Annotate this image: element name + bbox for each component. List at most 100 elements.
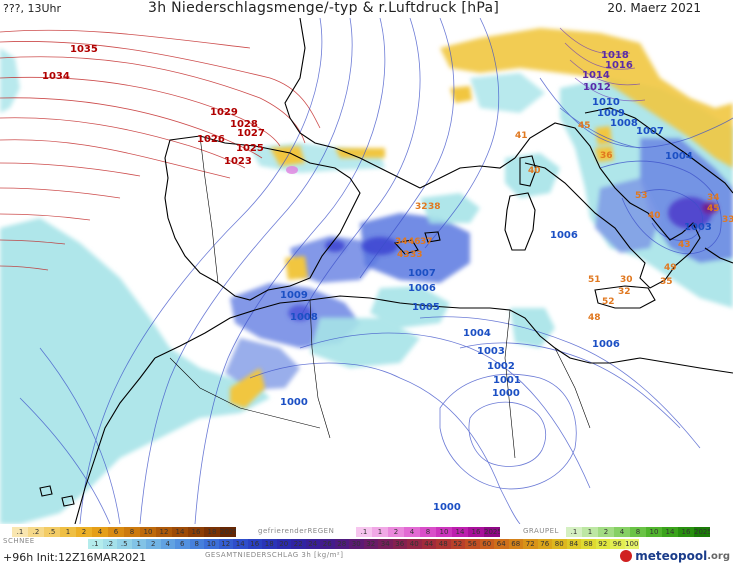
isobar-label: 1035 <box>70 44 98 55</box>
legend-cell: 1 <box>131 539 146 549</box>
legend-cell: 16 <box>468 527 484 537</box>
legend-cell: 6 <box>175 539 190 549</box>
precip-label: 40 <box>528 166 541 176</box>
isobar-label: 1025 <box>236 143 264 154</box>
precip-label: 41 <box>515 131 528 141</box>
legend-cell: 56 <box>465 539 480 549</box>
legend-cell: 64 <box>494 539 509 549</box>
legend-cell: 14 <box>233 539 248 549</box>
legend-cell: 10 <box>140 527 156 537</box>
precip-label: 38 <box>428 202 441 212</box>
legend-cell: 32 <box>363 539 378 549</box>
legend-cell: 76 <box>537 539 552 549</box>
legend-cell: .1 <box>566 527 582 537</box>
legend-cell: 30 <box>349 539 364 549</box>
legend-cell: 96 <box>610 539 625 549</box>
isobar-label: 1014 <box>582 70 610 81</box>
legend-cell: 2 <box>146 539 161 549</box>
legend-cell: 2 <box>76 527 92 537</box>
isobars-north <box>559 27 646 102</box>
legend-cell: 1 <box>60 527 76 537</box>
isobar-label: 1012 <box>583 82 611 93</box>
legend-cell: 36 <box>392 539 407 549</box>
isobar-label: 1026 <box>197 134 225 145</box>
legend-cell: 16 <box>188 527 204 537</box>
legend-cell: 20 <box>276 539 291 549</box>
legend-cell: 8 <box>124 527 140 537</box>
legend-cell: 2025+ <box>694 527 710 537</box>
legend-cell: 10 <box>436 527 452 537</box>
brand-name: meteopool <box>635 549 708 563</box>
coastlines <box>39 18 733 524</box>
isobar-label: 1003 <box>477 346 505 357</box>
precip-label: 36 <box>600 151 613 161</box>
precip-label: 46 <box>408 237 421 247</box>
precip-label: 43 <box>397 250 410 260</box>
weather-map: 1035 1034 1029 1028 1027 1026 1025 1023 … <box>0 18 733 524</box>
legend-cell: 2025+ <box>484 527 500 537</box>
isobar-label: 1006 <box>550 230 578 241</box>
isobar-label: 1008 <box>610 118 638 129</box>
brand-logo[interactable]: meteopool .org <box>620 549 730 563</box>
isobar-label: 1016 <box>605 60 633 71</box>
legend-cell: 100 <box>624 539 639 549</box>
legend-cell: 68 <box>508 539 523 549</box>
precip-label: 34 <box>395 237 408 247</box>
precip-label: 32 <box>415 202 428 212</box>
freezing-rain-spot <box>286 166 298 174</box>
precip-label: 45 <box>578 121 591 131</box>
legend-cell: 10 <box>204 539 219 549</box>
precip-label: 34 <box>707 193 720 203</box>
legend-cell: 14 <box>662 527 678 537</box>
legend-freezing-rain-label: gefrierenderREGEN <box>258 527 335 535</box>
legend-cell: 44 <box>421 539 436 549</box>
legend-cell: 18 <box>204 527 220 537</box>
legend-cell: 2 <box>598 527 614 537</box>
legend-total-scale: .1.2.5 1 2 4 6 8 10 12 14 16 18 20 22 24 26 28 30 32 34 36 4… <box>88 539 639 549</box>
isobars-high <box>0 29 321 271</box>
forecast-time-label: ???, 13Uhr <box>3 2 62 15</box>
logo-icon <box>620 550 633 562</box>
legend-cell: 40 <box>407 539 422 549</box>
precip-label: 32 <box>618 287 631 297</box>
legend-cell: 4 <box>614 527 630 537</box>
precip-label: 40 <box>648 211 661 221</box>
legend-cell: 28 <box>334 539 349 549</box>
legend-cell: 84 <box>566 539 581 549</box>
precip-label: 45 <box>707 204 720 214</box>
isobar-label: 1000 <box>280 397 308 408</box>
precip-label: 30 <box>620 275 633 285</box>
legend-graupel-label: GRAUPEL <box>523 527 559 535</box>
isobar-label: 1001 <box>493 375 521 386</box>
isobar-label: 1008 <box>290 312 318 323</box>
brand-tld: .org <box>707 550 730 562</box>
legend-cell: 52 <box>450 539 465 549</box>
isobar-label: 1007 <box>636 126 664 137</box>
precip-label: 35 <box>660 277 673 287</box>
legend-cell: 8 <box>189 539 204 549</box>
precip-label: 33 <box>722 215 733 225</box>
isobar-label: 1006 <box>408 283 436 294</box>
isobar-label: 1007 <box>408 268 436 279</box>
legend-cell: 80 <box>552 539 567 549</box>
precip-label: 51 <box>588 275 601 285</box>
legend-cell: 4 <box>160 539 175 549</box>
isobar-label: 1009 <box>280 290 308 301</box>
map-canvas: 1035 1034 1029 1028 1027 1026 1025 1023 … <box>0 18 733 524</box>
header: ???, 13Uhr 3h Niederschlagsmenge/-typ & … <box>0 0 733 18</box>
legend-cell: 12 <box>156 527 172 537</box>
precip-label: 37 <box>420 237 433 247</box>
legend-cell: 22 <box>291 539 306 549</box>
legend-cell: 88 <box>581 539 596 549</box>
isobar-label: 1000 <box>433 502 461 513</box>
legend-cell: 48 <box>436 539 451 549</box>
legend-cell: 4 <box>404 527 420 537</box>
legend-cell: .5 <box>117 539 132 549</box>
legend-cell: .2 <box>28 527 44 537</box>
precip-label: 52 <box>602 297 615 307</box>
legend-cell: 16 <box>678 527 694 537</box>
isobar-label: 1009 <box>597 108 625 119</box>
